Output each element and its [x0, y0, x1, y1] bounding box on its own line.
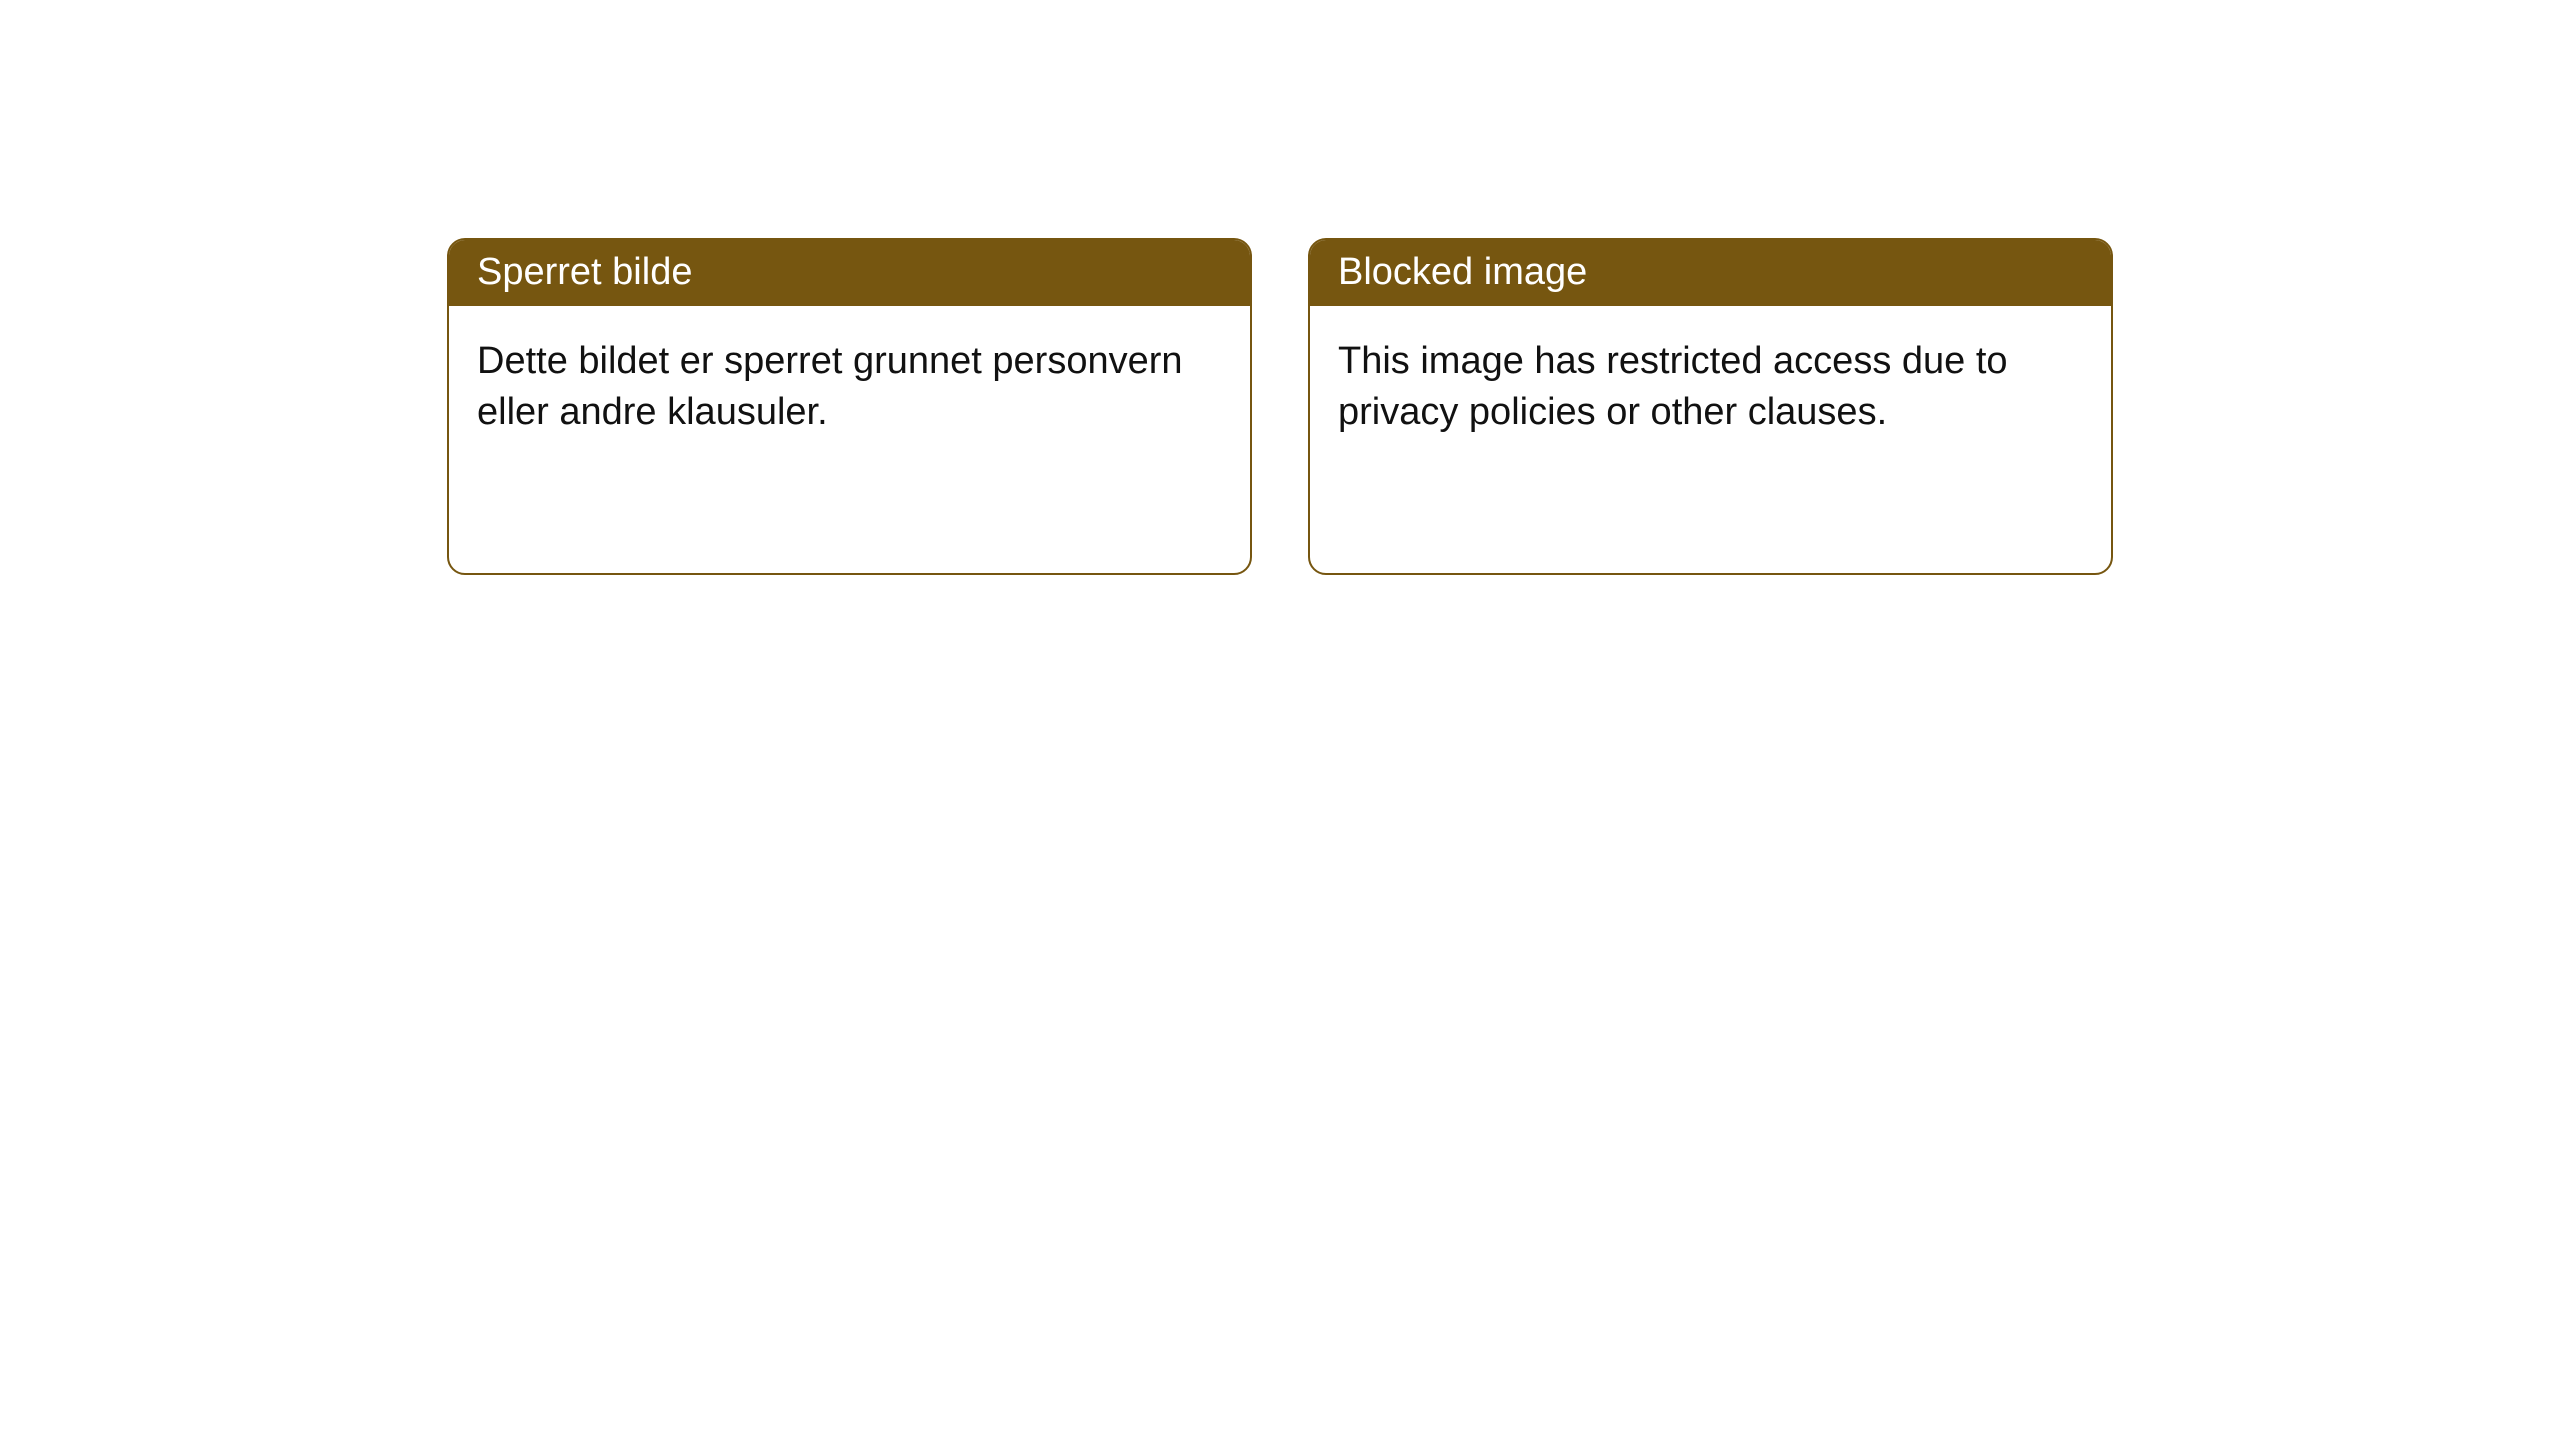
- notice-body-english: This image has restricted access due to …: [1310, 306, 2111, 469]
- notice-card-norwegian: Sperret bilde Dette bildet er sperret gr…: [447, 238, 1252, 575]
- notice-title-english: Blocked image: [1338, 251, 1587, 293]
- notice-card-english: Blocked image This image has restricted …: [1308, 238, 2113, 575]
- notice-header-norwegian: Sperret bilde: [449, 240, 1250, 306]
- notice-header-english: Blocked image: [1310, 240, 2111, 306]
- notice-text-english: This image has restricted access due to …: [1338, 340, 2008, 433]
- notice-container: Sperret bilde Dette bildet er sperret gr…: [447, 238, 2113, 575]
- notice-body-norwegian: Dette bildet er sperret grunnet personve…: [449, 306, 1250, 469]
- notice-title-norwegian: Sperret bilde: [477, 251, 692, 293]
- notice-text-norwegian: Dette bildet er sperret grunnet personve…: [477, 340, 1183, 433]
